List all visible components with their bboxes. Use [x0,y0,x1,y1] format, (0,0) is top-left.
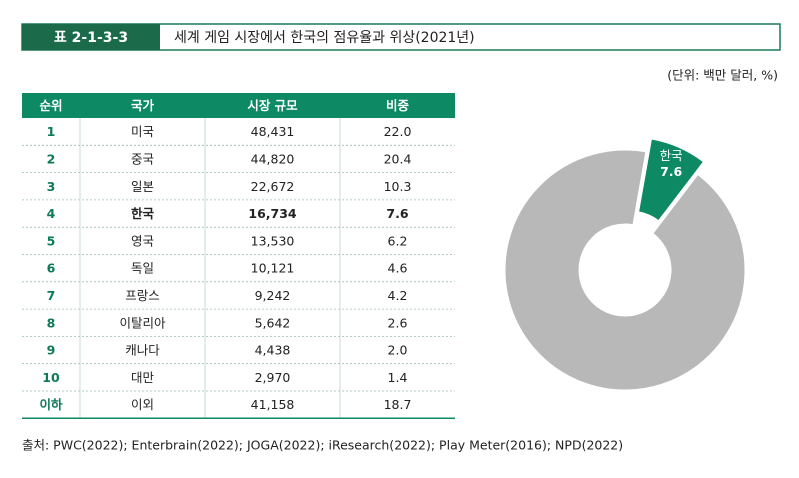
rank-cell: 6 [47,261,56,276]
header-label-box [22,24,160,50]
header-label: 표 2-1-3-3 [54,30,128,46]
table-cell: 41,158 [251,397,295,412]
table-cell: 프랑스 [125,288,160,303]
rank-cell: 7 [47,288,56,303]
unit: (단위: 백만 달러, %) [667,68,778,83]
table-cell: 영국 [131,233,154,248]
table-cell: 48,431 [251,124,295,139]
table-cell: 10.3 [384,179,412,194]
table-cell: 4.6 [388,261,408,276]
column-header: 비중 [386,98,410,113]
table-cell: 10,121 [251,261,295,276]
table-cell: 4.2 [388,288,408,303]
column-header: 국가 [131,98,155,113]
rank-cell: 2 [47,151,56,166]
rank-cell: 4 [47,206,56,221]
table-cell: 이외 [131,397,154,412]
table-cell: 한국 [131,206,155,221]
table-cell: 독일 [131,261,154,276]
table: 순위 국가 시장 규모 비중 1 미국 48,431 22.0 2 중국 44,820 20.4 3 일본… [22,93,455,420]
rank-cell: 5 [47,233,56,248]
table-cell: 1.4 [388,370,408,385]
table-header-bg [22,93,455,118]
table-cell: 16,734 [248,206,297,221]
rank-cell: 8 [47,315,56,330]
table-cell: 캐나다 [125,343,160,358]
rank-cell: 이하 [39,397,63,412]
table-cell: 이탈리아 [119,315,166,330]
table-cell: 일본 [131,179,154,194]
table-cell: 대만 [131,370,155,385]
table-cell: 13,530 [251,233,295,248]
table-cell: 2,970 [255,370,291,385]
donut-slice [504,149,746,391]
table-cell: 22,672 [251,179,295,194]
table-cell: 44,820 [251,151,295,166]
column-header: 시장 규모 [247,98,298,113]
donut-chart: 한국7.6 [504,138,746,391]
rank-cell: 3 [47,179,56,194]
table-cell: 2.6 [388,315,408,330]
table-cell: 9,242 [255,288,291,303]
table-cell: 18.7 [384,397,412,412]
donut-slice [638,138,705,222]
source: 출처: PWC(2022); Enterbrain(2022); JOGA(20… [22,438,623,453]
table-cell: 20.4 [384,151,412,166]
table-cell: 4,438 [255,343,291,358]
table-cell: 22.0 [384,124,412,139]
rank-cell: 1 [47,124,56,139]
header-title: 세계 게임 시장에서 한국의 점유율과 위상(2021년) [174,30,475,46]
slice-value: 7.6 [660,164,682,179]
table-cell: 6.2 [388,233,408,248]
rank-cell: 9 [47,343,56,358]
slice-label: 한국 [660,148,683,163]
table-cell: 중국 [131,151,154,166]
rank-cell: 10 [42,370,60,385]
table-cell: 2.0 [388,343,408,358]
table-cell: 7.6 [386,206,408,221]
column-header: 순위 [39,98,62,113]
table-cell: 미국 [131,124,154,139]
table-cell: 5,642 [255,315,291,330]
